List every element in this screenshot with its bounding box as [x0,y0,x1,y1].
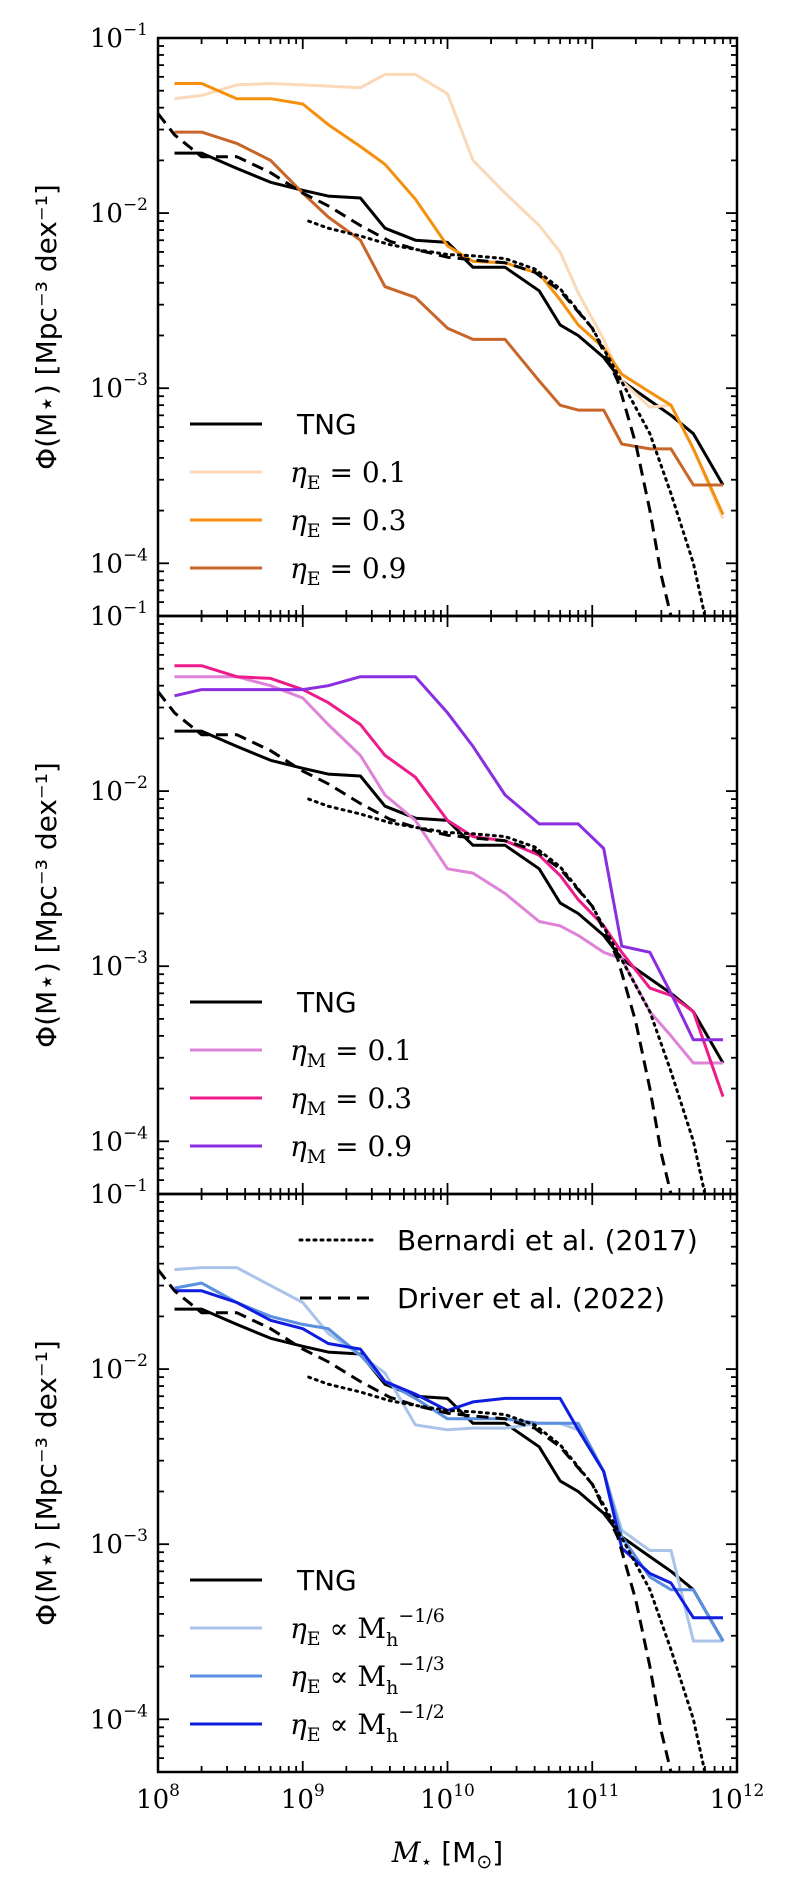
x-tick-label: 1011 [565,1781,620,1815]
legend-label: ηE = 0.3 [290,504,406,542]
series-line-Driver [158,690,673,1194]
x-axis-label: M⋆ [M⊙] [391,1836,503,1873]
series-line-eta_E_Mh_-1/2 [174,1289,723,1620]
series-line-eta_M_0.3 [174,664,725,1098]
y-axis-label: Φ(M⋆) [Mpc⁻³ dex⁻¹] [30,1340,63,1626]
panel-bottom: 10−1 10−2 10−3 10−4 108 109 1010 1011 1012 M⋆ [M⊙… [30,1176,764,1873]
y-tick-label: 10−1 [90,1176,148,1210]
x-tick-label: 1012 [710,1781,765,1815]
legend-label: TNG [296,986,357,1019]
series-group [158,72,725,616]
legend-label: ηE ∝ Mh−1/2 [290,1701,445,1747]
y-tick-label: 10−1 [90,598,148,632]
legend-label: ηM = 0.9 [290,1130,412,1168]
series-line-Driver [158,112,673,616]
legend-label: TNG [296,408,357,441]
y-tick-label: 10−3 [90,370,148,404]
legend: TNG ηM = 0.1 ηM = 0.3 ηM = 0.9 [190,986,412,1168]
series-line-eta_E_0.3 [174,82,725,516]
y-tick-label: 10−4 [90,545,148,579]
legend-label: TNG [296,1564,357,1597]
series-line-Bernardi [307,219,707,616]
x-tick-label: 109 [281,1781,325,1815]
plot-frame [156,1192,739,1774]
legend-label: ηE = 0.1 [290,456,406,494]
panel-middle: 10−1 10−2 10−3 10−4 Φ(M⋆) [Mpc⁻³ dex⁻¹] TNG ηM… [30,598,739,1196]
y-tick-label: 10−4 [90,1123,148,1157]
y-tick-label: 10−4 [90,1701,148,1735]
legend-label: ηE ∝ Mh−1/3 [290,1653,445,1699]
y-axis-label: Φ(M⋆) [Mpc⁻³ dex⁻¹] [30,762,63,1048]
series-line-TNG [174,729,725,1064]
y-tick-label: 10−2 [90,1351,148,1385]
series-line-Bernardi [307,797,707,1194]
y-axis-label: Φ(M⋆) [Mpc⁻³ dex⁻¹] [30,184,63,470]
y-tick-label: 10−3 [90,1526,148,1560]
reference-legend-label: Bernardi et al. (2017) [397,1224,698,1257]
series-line-eta_E_0.1 [174,72,725,520]
plot-frame [156,614,739,1196]
y-tick-label: 10−3 [90,948,148,982]
y-tick-label: 10−1 [90,20,148,54]
series-line-Bernardi [307,1375,707,1772]
series-group [158,1266,725,1772]
series-line-eta_M_0.9 [174,675,723,1042]
legend-label: ηM = 0.3 [290,1082,412,1120]
reference-legend: Bernardi et al. (2017) Driver et al. (202… [298,1224,698,1315]
series-line-TNG [174,151,725,486]
series-line-eta_M_0.1 [174,675,723,1065]
legend-label: ηE = 0.9 [290,552,406,590]
series-line-eta_E_Mh_-1/6 [174,1266,723,1643]
y-tick-label: 10−2 [90,773,148,807]
legend: TNG ηE = 0.1 ηE = 0.3 ηE = 0.9 [190,408,406,590]
legend-label: ηE ∝ Mh−1/6 [290,1605,445,1651]
x-tick-label: 1010 [420,1781,475,1815]
series-line-eta_E_Mh_-1/3 [174,1281,725,1642]
legend: TNG ηE ∝ Mh−1/6ηE ∝ Mh−1/3ηE ∝ Mh−1/2 [190,1564,445,1747]
x-tick-label: 108 [136,1781,180,1815]
panel-top: 10−1 10−2 10−3 10−4 Φ(M⋆) [Mpc⁻³ dex⁻¹] TNG ηE… [30,20,739,618]
series-group [158,664,725,1194]
y-tick-label: 10−2 [90,195,148,229]
series-line-TNG [174,1307,725,1642]
reference-legend-label: Driver et al. (2022) [397,1282,665,1315]
legend-label: ηM = 0.1 [290,1034,412,1072]
series-line-Driver [158,1268,673,1772]
series-line-eta_E_0.9 [174,130,723,487]
